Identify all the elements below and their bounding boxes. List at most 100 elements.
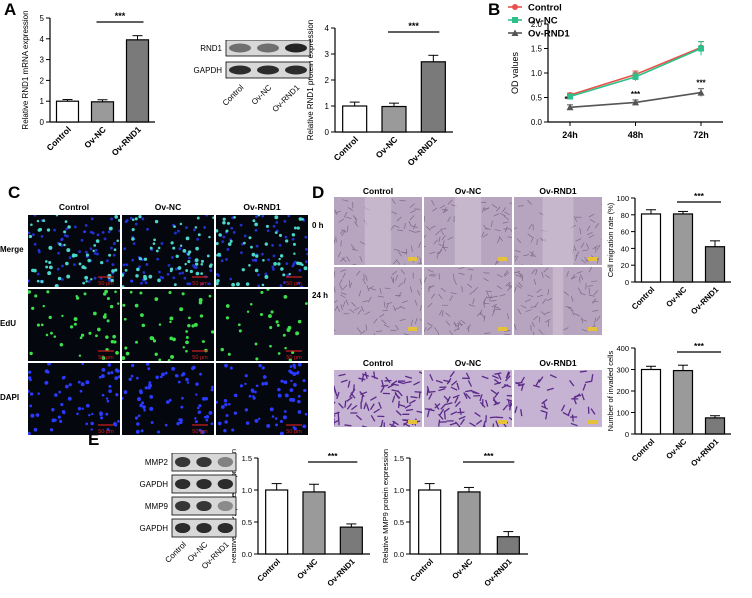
cell-streak — [450, 292, 457, 295]
cell-streak — [334, 209, 338, 216]
cell — [302, 424, 307, 429]
cell-streak — [492, 310, 496, 316]
cell-streak — [394, 307, 401, 310]
cell-streak — [417, 262, 422, 264]
nucleus — [129, 216, 133, 220]
cell — [205, 418, 209, 422]
cell-streak — [402, 300, 408, 304]
cell — [116, 239, 119, 243]
cell — [99, 412, 103, 416]
invaded-cell — [370, 396, 377, 401]
invaded-cell — [378, 401, 382, 409]
cell-streak — [499, 293, 506, 297]
cell-streak — [591, 280, 598, 282]
cell-streak — [484, 227, 491, 230]
invaded-cell — [515, 381, 522, 387]
cell — [202, 340, 206, 343]
annotation-label: *** — [696, 79, 706, 88]
invaded-cell — [358, 377, 366, 381]
nucleus — [261, 215, 265, 218]
invaded-cell — [360, 391, 368, 396]
invaded-cell — [455, 401, 461, 408]
cell — [58, 390, 62, 394]
panel-label-b: B — [488, 0, 501, 19]
nucleus — [56, 267, 60, 271]
cell-streak — [496, 206, 501, 212]
blot-row-label: GAPDH — [194, 66, 223, 75]
cell-streak — [566, 271, 569, 277]
cell — [105, 397, 109, 400]
nucleus — [96, 233, 100, 237]
cell-streak — [365, 275, 368, 281]
nucleus — [84, 223, 88, 227]
cell-streak — [570, 276, 577, 280]
cell — [87, 258, 91, 263]
cell-streak — [381, 319, 387, 325]
cell-streak — [592, 298, 597, 304]
cell-streak — [458, 267, 465, 270]
bar — [339, 526, 363, 555]
cell — [107, 363, 112, 367]
nucleus — [287, 215, 291, 218]
cell — [226, 221, 230, 225]
invaded-cell — [479, 394, 483, 402]
cell — [28, 431, 31, 435]
cell — [134, 416, 139, 420]
cell — [144, 386, 148, 390]
cell-streak — [544, 319, 551, 323]
invaded-cell — [438, 388, 446, 392]
cell — [123, 390, 128, 394]
cell — [122, 285, 125, 287]
invaded-cell — [418, 391, 421, 399]
cell — [67, 396, 72, 401]
nucleus — [271, 244, 274, 247]
cell-streak — [581, 318, 588, 322]
nucleus — [291, 237, 295, 241]
invaded-cell — [493, 378, 501, 385]
cell — [193, 322, 198, 327]
scale-bar-label: 50 μm — [192, 355, 208, 361]
cell-streak — [340, 294, 346, 299]
cell — [195, 246, 199, 251]
significance-label: *** — [484, 451, 495, 461]
cell-streak — [486, 291, 490, 298]
cell — [160, 375, 163, 379]
cell — [103, 292, 107, 296]
blot-band — [217, 500, 233, 512]
cell-streak — [576, 271, 583, 274]
invasion-column-label: Control — [362, 358, 394, 368]
invasion-image — [334, 370, 422, 427]
cell — [66, 248, 71, 253]
cell-streak — [502, 207, 507, 213]
cell-streak — [362, 278, 366, 285]
cell — [228, 402, 231, 406]
invaded-cell — [533, 384, 541, 388]
cell-streak — [528, 223, 533, 230]
nucleus — [255, 215, 258, 219]
cell — [297, 410, 302, 414]
nucleus — [306, 252, 308, 256]
cell — [199, 372, 202, 376]
cell-streak — [581, 329, 588, 332]
cell — [45, 260, 48, 263]
cell-streak — [592, 310, 599, 312]
nucleus — [186, 282, 190, 286]
cell — [269, 325, 273, 330]
cell-streak — [507, 236, 512, 238]
cell — [142, 405, 146, 409]
nucleus — [87, 280, 91, 283]
y-tick-label: 1 — [325, 102, 330, 111]
blot-band — [175, 456, 191, 468]
data-point — [632, 73, 639, 80]
cell — [175, 254, 179, 259]
cell-streak — [483, 315, 486, 322]
cell — [122, 303, 126, 307]
cell — [170, 241, 174, 245]
nucleus — [61, 264, 64, 268]
y-axis-label: OD values — [510, 51, 520, 94]
invaded-cell — [507, 399, 511, 407]
cell-streak — [514, 286, 517, 293]
cell — [195, 262, 199, 266]
invaded-cell — [426, 388, 429, 396]
y-tick-label: 400 — [616, 344, 629, 353]
